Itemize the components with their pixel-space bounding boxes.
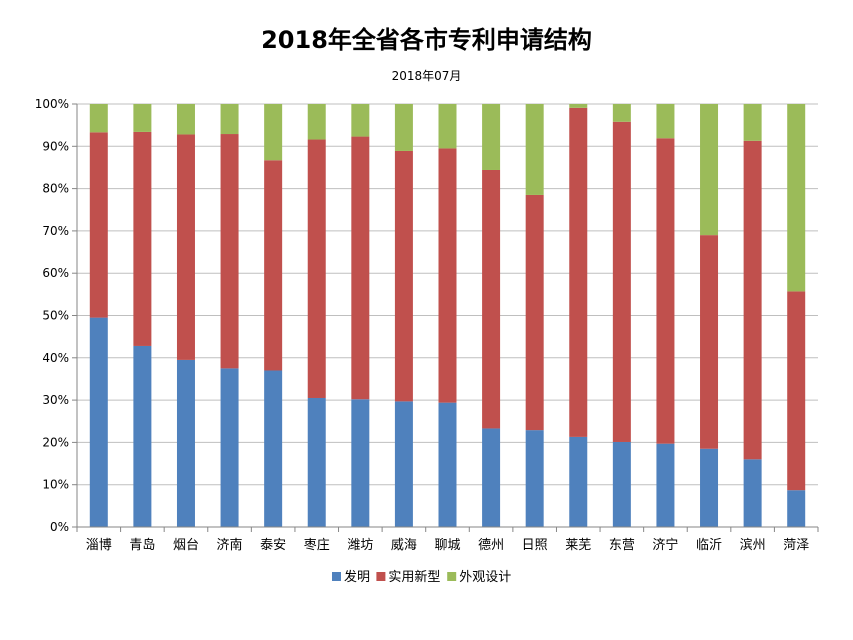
bar-segment (656, 443, 675, 527)
bar-segment (307, 397, 326, 527)
bar-segment (89, 132, 108, 318)
bar-segment (743, 459, 762, 527)
bar-segment (264, 160, 283, 371)
x-category-label: 淄博 (86, 538, 112, 553)
y-tick-label: 50% (42, 309, 69, 323)
bar-segment (438, 104, 457, 149)
x-category-label: 德州 (478, 538, 504, 553)
legend-label: 发明 (344, 569, 370, 585)
bar-segment (176, 359, 195, 527)
bar-segment (787, 291, 806, 491)
bar-segment (394, 150, 413, 402)
x-category-label: 日照 (522, 538, 548, 553)
bar-segment (438, 148, 457, 403)
bar-segment (612, 104, 631, 122)
x-category-label: 临沂 (696, 538, 722, 553)
bar-segment (482, 169, 501, 429)
bars (89, 104, 806, 527)
bar-segment (656, 104, 675, 139)
x-axis-labels: 淄博 青岛 烟台 济南 泰安 枣庄 潍坊 威海 聊城 德州 日照 莱芜 东营 济宁 临沂 滨州 菏泽 (86, 537, 809, 553)
x-category-label: 聊城 (434, 538, 460, 553)
bar-segment (787, 104, 806, 292)
bar-segment (220, 368, 239, 527)
y-tick-label: 20% (42, 435, 69, 449)
bar-segment (351, 399, 370, 527)
legend: 发明 实用新型 外观设计 (332, 569, 511, 585)
x-category-label: 泰安 (260, 538, 286, 553)
x-category-label: 威海 (391, 538, 417, 553)
y-axis-ticks: 0% 10% 20% 30% 40% 50% 60% 70% 80% 90% 100% (35, 97, 77, 534)
x-category-label: 济南 (217, 537, 243, 553)
legend-label: 实用新型 (388, 569, 440, 585)
bar-segment (351, 104, 370, 137)
bar-segment (394, 401, 413, 527)
bar-segment (525, 104, 544, 195)
chart-subtitle: 2018年07月 (391, 69, 462, 83)
bar-segment (264, 104, 283, 161)
bar-segment (612, 441, 631, 527)
axes (76, 104, 819, 532)
bar-segment (743, 104, 762, 141)
bar-segment (569, 107, 588, 437)
bar-segment (307, 139, 326, 398)
bar-segment (569, 436, 588, 527)
bar-segment (612, 121, 631, 442)
legend-swatch (376, 572, 386, 581)
x-category-label: 济宁 (652, 537, 678, 553)
bar-segment (525, 194, 544, 431)
bar-segment (700, 448, 719, 527)
bar-segment (482, 428, 501, 527)
x-category-label: 青岛 (129, 537, 155, 553)
bar-segment (133, 131, 152, 346)
legend-swatch (447, 572, 457, 581)
x-category-label: 滨州 (740, 537, 766, 553)
bar-segment (438, 402, 457, 527)
bar-segment (133, 345, 152, 527)
bar-segment (307, 104, 326, 140)
y-tick-label: 0% (50, 520, 69, 534)
y-tick-label: 30% (42, 393, 69, 407)
chart-title: 2018年全省各市专利申请结构 (261, 26, 592, 54)
x-category-label: 莱芜 (565, 538, 591, 553)
bar-segment (743, 140, 762, 460)
bar-segment (525, 430, 544, 527)
bar-segment (176, 134, 195, 360)
x-category-label: 枣庄 (304, 537, 330, 553)
bar-segment (656, 138, 675, 444)
x-category-label: 东营 (609, 538, 635, 553)
bar-segment (89, 104, 108, 133)
bar-segment (220, 134, 239, 369)
legend-swatch (332, 572, 341, 581)
y-tick-label: 80% (42, 182, 69, 196)
bar-segment (787, 490, 806, 527)
bar-segment (220, 104, 239, 135)
y-tick-label: 100% (35, 97, 69, 111)
y-tick-label: 40% (42, 351, 69, 365)
bar-segment (264, 370, 283, 527)
y-tick-label: 10% (42, 478, 69, 492)
bar-segment (176, 104, 195, 135)
bar-segment (89, 317, 108, 527)
y-tick-label: 70% (42, 224, 69, 238)
bar-segment (351, 136, 370, 400)
bar-segment (133, 104, 152, 132)
x-category-label: 烟台 (173, 538, 199, 553)
bar-segment (700, 235, 719, 449)
bar-segment (394, 104, 413, 151)
bar-segment (482, 104, 501, 170)
bar-segment (569, 104, 588, 108)
legend-label: 外观设计 (459, 570, 511, 585)
y-tick-label: 60% (42, 266, 69, 280)
bar-segment (700, 104, 719, 236)
y-tick-label: 90% (42, 139, 69, 153)
x-category-label: 菏泽 (783, 538, 809, 553)
x-category-label: 潍坊 (347, 538, 373, 553)
